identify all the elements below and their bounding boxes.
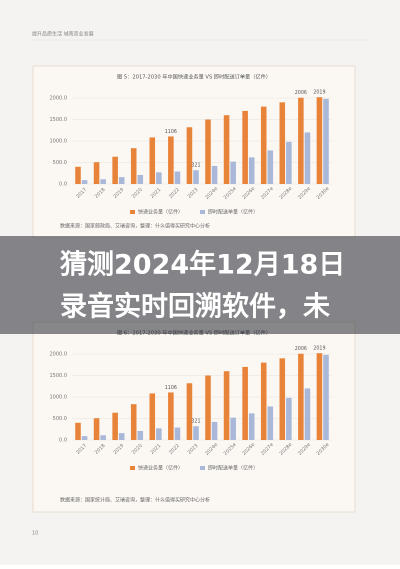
legend-label: 快递业务量（亿件） [138,209,183,216]
bar [323,354,329,440]
bar [230,417,236,440]
bar [100,179,106,184]
bar [286,397,292,440]
bar [112,412,118,440]
bar [81,436,88,440]
bar [174,171,181,184]
bar [316,353,323,440]
data-label: 2019 [313,346,325,352]
bar [118,177,125,184]
data-label: 1106 [165,129,177,135]
legend-label: 快递业务量（亿件） [138,465,183,472]
bar [93,418,100,440]
chart-source: 数据来源：国家统计局、艾瑞咨询，整理：什么值得买研究中心分析 [60,497,210,504]
bar [298,353,304,440]
bar [304,132,311,184]
overlay-title-line: 录音实时回溯软件，未 [60,291,330,323]
overlay-band [0,236,400,334]
bar [130,148,137,184]
bar [149,393,156,440]
data-label: 2006 [295,346,307,352]
y-tick-label: 0.0 [59,438,67,444]
y-tick-label: 1000.0 [50,395,68,401]
bar [323,98,329,184]
bar [156,428,162,440]
y-tick-label: 500.0 [53,416,67,422]
bar [286,141,292,184]
bar [230,161,236,184]
data-label: 321 [191,163,200,169]
header-title: 提升品质生活 城南商业发展 [32,31,94,38]
bar [248,157,255,184]
bar [223,115,230,184]
bar [93,162,100,184]
y-tick-label: 500.0 [53,160,67,166]
legend-label: 即时配送单量（亿件） [208,465,258,472]
data-label: 321 [191,419,200,425]
bar [248,413,255,440]
bar [168,392,174,440]
bar [137,174,144,184]
bar [168,136,174,184]
bar [75,166,81,184]
bar [316,97,323,184]
y-tick-label: 1500.0 [50,373,68,379]
bar [137,430,144,440]
bar [205,375,211,440]
page-number: 10 [32,531,38,537]
legend-label: 即时配送单量（亿件） [208,209,258,216]
y-tick-label: 1000.0 [50,139,68,145]
bar [186,127,193,184]
bar [260,362,267,440]
bar [279,102,286,184]
bar [193,426,199,440]
legend-swatch [130,466,135,470]
bar [81,180,88,184]
bar [242,366,248,440]
bar [304,388,311,440]
y-tick-label: 1500.0 [50,117,68,123]
chart-source: 数据来源：国家邮政局、艾瑞咨询，整理：什么值得买研究中心分析 [60,223,210,230]
bar [193,170,199,184]
bar [211,165,218,184]
legend-swatch [130,210,135,214]
y-tick-label: 2000.0 [50,96,68,102]
bar [149,137,156,184]
legend-swatch [200,210,205,214]
bar [298,97,304,184]
bar [267,406,274,440]
bar [223,371,230,440]
bar [242,110,248,184]
data-label: 2006 [295,90,307,96]
bar [118,433,125,440]
bar [130,404,137,440]
bar [205,119,211,184]
overlay-title-line: 猜测2024年12月18日 [59,249,345,281]
bar [279,358,286,440]
bar [174,427,181,440]
y-tick-label: 2000.0 [50,352,68,358]
bar [112,156,118,184]
chart-title: 图 5：2017-2030 年中国快递业务量 VS 即时配送订单量（亿件） [117,73,271,81]
y-tick-label: 0.0 [59,182,67,188]
bar [75,422,81,440]
bar [100,435,106,440]
bar [156,172,162,184]
bar [267,150,274,184]
data-label: 2019 [313,90,325,96]
bar [260,106,267,184]
legend-swatch [200,466,205,470]
data-label: 1106 [165,385,177,391]
bar [211,421,218,440]
bar [186,383,193,440]
